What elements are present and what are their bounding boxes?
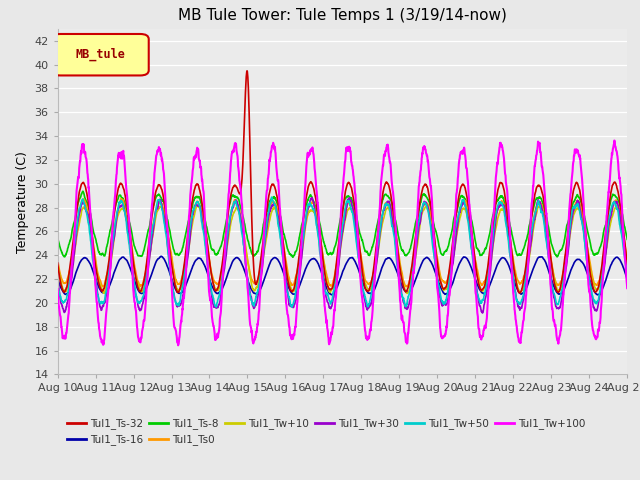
Y-axis label: Temperature (C): Temperature (C)	[16, 151, 29, 252]
Legend: Tul1_Ts-32, Tul1_Ts-16, Tul1_Ts-8, Tul1_Ts0, Tul1_Tw+10, Tul1_Tw+30, Tul1_Tw+50,: Tul1_Ts-32, Tul1_Ts-16, Tul1_Ts-8, Tul1_…	[63, 414, 589, 450]
Text: MB_tule: MB_tule	[76, 48, 125, 61]
Title: MB Tule Tower: Tule Temps 1 (3/19/14-now): MB Tule Tower: Tule Temps 1 (3/19/14-now…	[178, 9, 507, 24]
FancyBboxPatch shape	[52, 34, 148, 75]
